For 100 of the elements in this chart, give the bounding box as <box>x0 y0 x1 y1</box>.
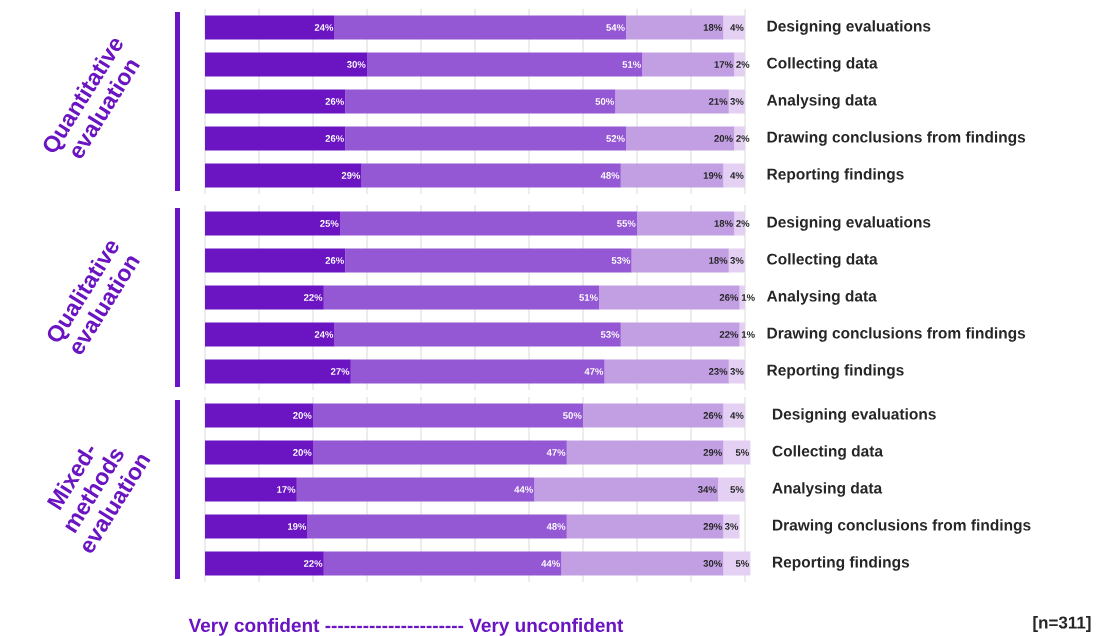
bar <box>620 163 724 188</box>
data-label: 48% <box>600 172 620 179</box>
bar <box>323 551 562 576</box>
data-label: 3% <box>730 257 744 264</box>
y-tick-label: Reporting findings <box>772 556 910 571</box>
data-label: 17% <box>714 61 733 68</box>
data-label: 3% <box>730 368 744 375</box>
data-label: 18% <box>714 220 733 227</box>
bar <box>626 126 735 151</box>
data-label: 3% <box>730 98 744 105</box>
data-label: 30% <box>703 560 722 567</box>
data-label: 24% <box>314 24 334 31</box>
bar <box>334 322 621 347</box>
data-label: 3% <box>724 523 739 530</box>
bar <box>361 163 621 188</box>
data-label: 20% <box>293 412 312 419</box>
data-label: 50% <box>595 98 614 105</box>
data-label: 44% <box>541 560 560 567</box>
bar <box>205 285 324 310</box>
data-label: 52% <box>606 135 625 142</box>
y-tick-label: Reporting findings <box>767 168 904 183</box>
data-label: 53% <box>600 331 620 338</box>
data-label: 23% <box>708 368 728 375</box>
bar <box>723 15 746 40</box>
y-tick-label: Designing evaluations <box>767 20 931 35</box>
data-label: 4% <box>730 24 744 31</box>
bar <box>367 52 643 77</box>
bar <box>205 15 335 40</box>
bar <box>534 477 719 502</box>
data-label: 18% <box>703 24 722 31</box>
data-label: 30% <box>347 61 366 68</box>
bar <box>345 248 632 273</box>
data-label: 2% <box>736 61 750 68</box>
y-tick-label: Reporting findings <box>767 364 904 379</box>
data-label: 2% <box>736 135 750 142</box>
data-label: 53% <box>611 257 631 264</box>
bar <box>205 551 324 576</box>
data-label: 26% <box>703 412 722 419</box>
bar <box>205 248 346 273</box>
bar <box>723 514 740 539</box>
data-label: 29% <box>341 172 361 179</box>
data-label: 48% <box>546 523 566 530</box>
y-tick-label: Analysing data <box>766 94 877 109</box>
bar <box>205 126 346 151</box>
data-label: 54% <box>606 24 625 31</box>
y-tick-label: Designing evaluations <box>772 408 936 423</box>
data-label: 22% <box>303 294 323 301</box>
bar <box>350 359 605 384</box>
bar <box>615 89 729 114</box>
bar <box>205 322 335 347</box>
y-tick-label: Analysing data <box>772 482 883 497</box>
data-label: 29% <box>703 449 722 456</box>
bar <box>205 477 297 502</box>
bar <box>566 440 724 465</box>
text: [n=311] <box>1033 616 1091 632</box>
bar <box>599 285 740 310</box>
data-label: 26% <box>325 135 344 142</box>
data-label: 27% <box>330 368 350 375</box>
data-label: 1% <box>741 331 755 338</box>
bar <box>323 285 600 310</box>
bar <box>205 440 314 465</box>
bar <box>205 403 314 428</box>
bar <box>723 440 751 465</box>
bar <box>345 89 616 114</box>
bar <box>205 163 362 188</box>
data-label: 26% <box>325 98 344 105</box>
y-tick-label: Analysing data <box>766 290 877 305</box>
bar <box>620 322 740 347</box>
data-label: 44% <box>514 486 533 493</box>
data-label: 26% <box>719 294 739 301</box>
bar <box>631 248 729 273</box>
data-label: 4% <box>730 412 744 419</box>
y-tick-label: Collecting data <box>772 445 884 460</box>
data-label: 18% <box>709 257 728 264</box>
data-label: 47% <box>584 368 604 375</box>
bar <box>313 403 584 428</box>
y-tick-label: Collecting data <box>767 253 878 268</box>
bar <box>205 514 308 539</box>
text: Very confident ---------------------- Very unconfident <box>188 618 624 636</box>
bar <box>566 514 724 539</box>
bar <box>205 89 346 114</box>
data-label: 26% <box>325 257 344 264</box>
bar <box>205 52 368 77</box>
y-tick-label: Drawing conclusions from findings <box>767 131 1026 146</box>
bar <box>583 403 724 428</box>
data-label: 20% <box>714 135 733 142</box>
bar <box>345 126 627 151</box>
bar <box>307 514 567 539</box>
data-label: 21% <box>708 98 728 105</box>
bar <box>340 211 638 236</box>
bar <box>313 440 567 465</box>
bar <box>718 477 746 502</box>
data-label: 19% <box>287 523 307 530</box>
bar <box>642 52 735 77</box>
data-label: 20% <box>293 449 312 456</box>
data-label: 34% <box>698 486 717 493</box>
bar <box>723 551 751 576</box>
bar <box>205 359 351 384</box>
data-label: 5% <box>735 449 749 456</box>
data-label: 2% <box>736 220 750 227</box>
